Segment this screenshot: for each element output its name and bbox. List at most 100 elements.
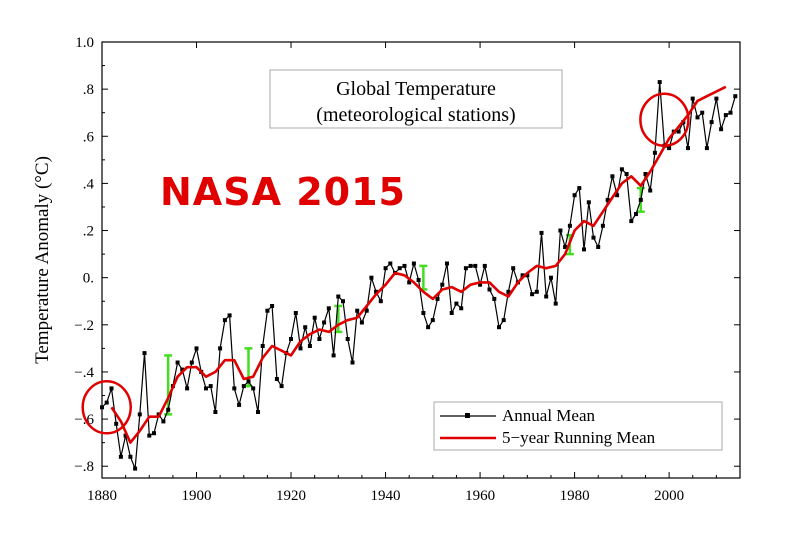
annual-mean-point (615, 193, 620, 198)
highlight-circle (81, 380, 132, 435)
annual-mean-point (241, 384, 246, 389)
annual-mean-point (445, 261, 449, 266)
annual-mean-point (482, 263, 487, 268)
annual-mean-point (345, 337, 350, 341)
annual-mean-point (657, 80, 662, 85)
annual-mean-point (175, 360, 180, 365)
legend-running-label: 5−year Running Mean (502, 428, 656, 447)
annual-mean-point (563, 245, 568, 249)
annual-mean-point (539, 230, 544, 235)
annual-mean-point (596, 245, 601, 249)
annual-mean-point (293, 311, 298, 315)
annual-mean-point (426, 325, 431, 330)
legend: Annual Mean 5−year Running Mean (433, 401, 723, 451)
annual-mean-point (303, 325, 308, 330)
annual-mean-point (449, 311, 454, 315)
plot-area-frame (101, 41, 741, 479)
x-tick-label: 1900 (182, 488, 212, 504)
annual-mean-point (577, 186, 582, 191)
nasa-2015-annotation: NASA 2015 (160, 170, 406, 214)
annual-mean-point (289, 337, 293, 341)
annual-mean-point (487, 287, 492, 292)
running-mean-line (110, 85, 727, 444)
annual-mean-point (624, 172, 629, 176)
y-tick-label: .8 (83, 82, 94, 98)
annual-mean-point (194, 346, 199, 351)
annual-mean-point (364, 308, 369, 313)
annual-mean-point (326, 306, 331, 311)
annual-mean-point (128, 454, 133, 459)
annual-mean-point (166, 407, 171, 412)
annual-mean-point (274, 377, 279, 381)
highlight-circle (639, 92, 690, 148)
annual-mean-point (435, 296, 440, 301)
annual-mean-point (478, 282, 483, 287)
annual-mean-point (222, 318, 227, 323)
annual-mean-point (204, 386, 208, 391)
annual-mean-point (279, 384, 284, 389)
annual-mean-point (591, 235, 596, 240)
annual-mean-point (227, 313, 232, 318)
annual-mean-point (388, 261, 393, 266)
legend-annual-marker (465, 413, 470, 418)
annual-mean-point (218, 346, 223, 351)
annual-mean-point (421, 311, 426, 315)
annual-mean-point (468, 263, 473, 268)
annual-mean-point (208, 384, 213, 389)
annual-mean-point (237, 402, 242, 407)
y-tick-label: .2 (83, 224, 94, 240)
title-frame (269, 69, 563, 129)
annual-mean-point (530, 292, 535, 297)
annual-mean-point (544, 294, 549, 299)
annual-mean-point (629, 219, 634, 224)
annual-mean-point (232, 386, 237, 391)
annual-mean-point (307, 344, 312, 348)
y-tick-label: .4 (83, 176, 95, 192)
annual-mean-point (459, 306, 464, 311)
annual-mean-point (652, 150, 657, 155)
annual-mean-point (142, 351, 147, 356)
annual-mean-point (246, 379, 251, 384)
annual-mean-point (114, 421, 119, 426)
annual-mean-point (511, 266, 516, 271)
annual-mean-point (676, 129, 681, 134)
legend-annual-label: Annual Mean (502, 406, 596, 425)
annual-mean-point (723, 113, 728, 118)
annual-mean-point (492, 296, 497, 301)
annual-mean-point (331, 353, 336, 358)
y-axis-label: Temperature Anomaly (°C) (32, 156, 53, 364)
y-tick-label: .6 (83, 129, 95, 145)
annual-mean-point (137, 412, 142, 417)
annual-mean-point (643, 172, 648, 176)
annual-mean-point (605, 197, 610, 202)
annual-mean-point (374, 289, 379, 294)
y-tick-label: 1.0 (75, 35, 94, 51)
annual-mean-point (440, 282, 445, 287)
annual-mean-point (473, 263, 478, 268)
annual-mean-point (690, 96, 695, 101)
annual-mean-point (714, 96, 719, 101)
annual-mean-point (582, 247, 586, 252)
annual-mean-point (567, 223, 572, 228)
annual-mean-point (586, 200, 591, 205)
annual-mean-point (463, 266, 468, 271)
annual-mean-point (189, 360, 194, 365)
annual-mean-point (686, 146, 690, 151)
annual-mean-point (341, 299, 345, 304)
annual-mean-point (109, 386, 114, 391)
annual-mean-point (322, 320, 327, 325)
annual-mean-point (695, 115, 700, 120)
x-tick-label: 2000 (654, 488, 684, 504)
annual-mean-point (298, 346, 303, 351)
annual-mean-point (572, 193, 577, 198)
y-tick-label: −.8 (74, 459, 94, 475)
annual-mean-point (100, 405, 104, 410)
annual-mean-point (704, 146, 709, 151)
annual-mean-point (152, 431, 156, 436)
annual-mean-point (260, 344, 265, 348)
annual-mean-point (336, 294, 341, 299)
x-tick-label: 1980 (560, 488, 590, 504)
annual-mean-point (378, 299, 383, 304)
annual-mean-point (270, 304, 275, 308)
